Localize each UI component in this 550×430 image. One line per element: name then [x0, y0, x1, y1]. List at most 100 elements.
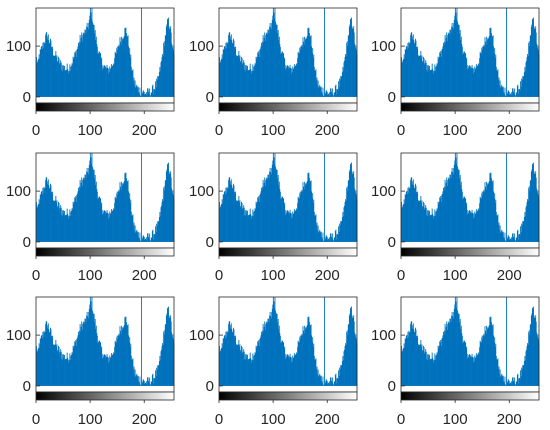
histogram-bar	[83, 32, 85, 97]
histogram-bar	[512, 233, 514, 242]
histogram-bar	[171, 332, 173, 386]
histogram-bar	[240, 61, 242, 97]
histogram-bar	[115, 198, 117, 242]
histogram-bar	[475, 353, 477, 386]
histogram-bar	[81, 177, 83, 242]
histogram-bar	[273, 157, 275, 242]
histogram-bar	[86, 167, 88, 242]
histogram-bar	[89, 8, 91, 97]
histogram-bar	[505, 385, 506, 386]
histogram-bar	[274, 297, 276, 386]
histogram-bar	[121, 325, 123, 386]
histogram-bar	[424, 207, 426, 242]
histogram-bar	[285, 358, 287, 386]
histogram-bar	[473, 357, 475, 386]
histogram-bar	[313, 211, 315, 242]
histogram-bar	[325, 379, 327, 386]
histogram-bar	[401, 346, 402, 386]
histogram-bar	[340, 220, 342, 242]
histogram-bar	[485, 186, 486, 242]
histogram-bar	[282, 342, 284, 386]
histogram-bar	[491, 36, 493, 97]
histogram-bar	[468, 65, 470, 97]
histogram-bar	[121, 181, 123, 242]
histogram-bar	[351, 17, 352, 97]
histogram-bar	[50, 185, 52, 242]
colorbar-strip	[400, 247, 540, 257]
histogram-bar	[136, 229, 138, 242]
histogram-bar	[41, 190, 43, 242]
histogram-bar	[73, 348, 75, 386]
histogram-bar	[405, 338, 407, 386]
histogram-bar	[329, 95, 331, 97]
y-tick-label: 100	[189, 38, 214, 55]
histogram-bar	[251, 215, 253, 242]
histogram-bar	[446, 177, 448, 242]
histogram-bar	[140, 385, 141, 386]
histogram-bar	[79, 179, 81, 242]
histogram-bar	[460, 184, 462, 242]
histogram-bar	[64, 210, 65, 242]
histogram-bar	[54, 200, 56, 242]
histogram-bar	[103, 210, 105, 242]
histogram-bar	[228, 35, 230, 97]
histogram-bar	[297, 51, 299, 97]
histogram-bar	[349, 24, 351, 97]
histogram-bar	[59, 62, 61, 97]
histogram-bar	[325, 93, 327, 97]
histogram-bar	[158, 72, 160, 97]
x-tick-label: 100	[78, 122, 103, 139]
histogram-bar	[240, 206, 242, 242]
histogram-bar	[274, 153, 276, 242]
histogram-bar	[520, 370, 522, 386]
x-tick-label: 200	[497, 122, 522, 139]
histogram-bar	[489, 28, 491, 97]
histogram-bar	[104, 354, 106, 386]
histogram-bar	[95, 36, 97, 97]
histogram-bar	[261, 331, 262, 386]
histogram-bar	[471, 67, 472, 97]
histogram-bar	[101, 346, 103, 386]
histogram-bar	[57, 62, 58, 97]
histogram-bar	[102, 357, 104, 386]
histogram-bar	[285, 214, 287, 242]
histogram-bar	[231, 40, 233, 97]
histogram-bar	[228, 324, 230, 386]
histogram-bar	[493, 198, 495, 242]
histogram-bar	[467, 69, 469, 97]
histogram-bar	[436, 63, 438, 97]
histogram-bar	[271, 22, 273, 97]
histogram-bar	[37, 350, 38, 386]
histogram-bar	[72, 209, 74, 242]
histogram-bar	[492, 180, 494, 242]
y-tick-label: 100	[189, 183, 214, 200]
histogram-bar	[257, 342, 259, 386]
histogram-bar	[436, 352, 438, 386]
histogram-bar	[284, 65, 286, 97]
histogram-bar	[60, 205, 62, 242]
histogram-bar	[303, 330, 304, 386]
histogram-bar	[58, 345, 59, 386]
histogram-bar	[322, 376, 324, 386]
histogram-bar	[534, 317, 536, 386]
histogram-bar	[328, 93, 330, 97]
histogram-bar	[327, 383, 329, 386]
histogram-bar	[161, 205, 162, 242]
histogram-bar	[480, 342, 482, 386]
histogram-bar	[521, 367, 523, 386]
histogram-bar	[253, 355, 255, 386]
histogram-bar	[528, 41, 530, 97]
histogram-bar	[522, 76, 524, 97]
histogram-bar	[354, 48, 356, 97]
histogram-bar	[308, 172, 310, 242]
histogram-bar	[320, 375, 322, 386]
histogram-bar	[224, 190, 226, 242]
histogram-bar	[97, 343, 99, 386]
histogram-bar	[413, 40, 415, 97]
histogram-bar	[512, 233, 513, 242]
histogram-bar	[416, 193, 418, 242]
histogram-bar	[488, 37, 490, 97]
histogram-bar	[103, 354, 105, 386]
histogram-bar	[345, 343, 347, 386]
